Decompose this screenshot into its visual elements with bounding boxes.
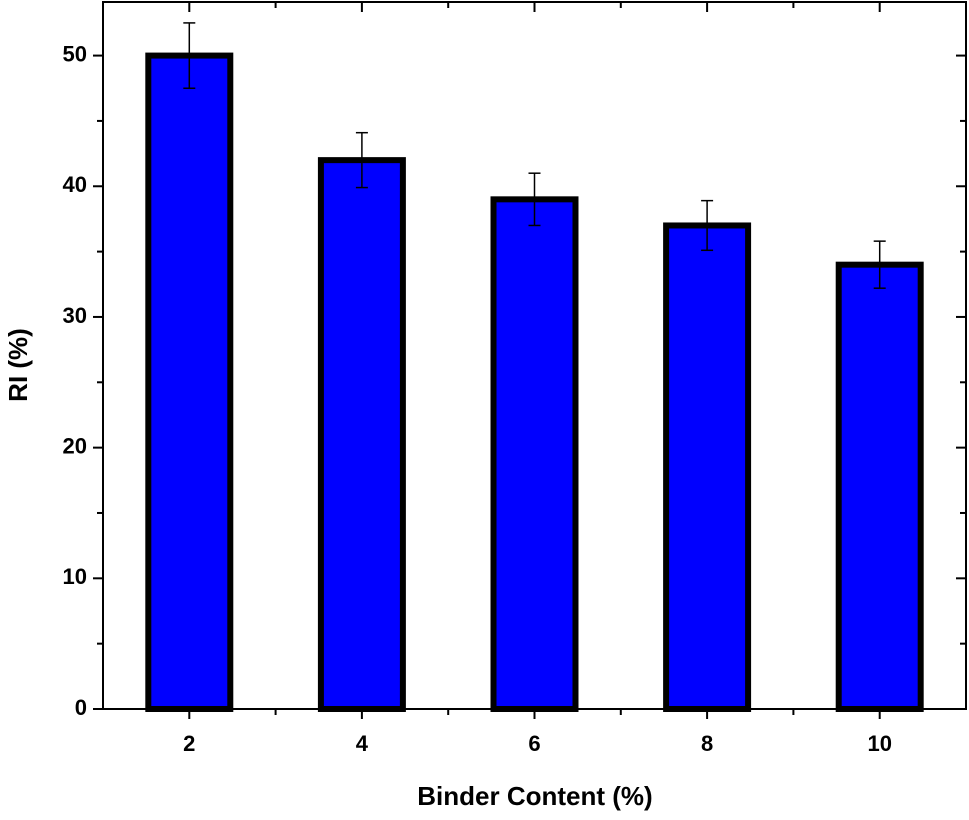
bar [317, 157, 406, 712]
x-tick-label: 10 [867, 731, 891, 756]
x-tick-label: 6 [528, 731, 540, 756]
x-axis-title: Binder Content (%) [417, 781, 652, 811]
y-tick-label: 30 [63, 303, 87, 328]
bar [145, 52, 234, 713]
y-tick-label: 20 [63, 433, 87, 458]
y-tick-label: 40 [63, 172, 87, 197]
bar [835, 261, 924, 712]
bar [490, 196, 579, 713]
x-tick-label: 2 [183, 731, 195, 756]
y-tick-label: 10 [63, 564, 87, 589]
x-tick-label: 4 [356, 731, 369, 756]
y-axis-title: RI (%) [3, 328, 33, 402]
bar [663, 222, 752, 712]
x-tick-label: 8 [701, 731, 713, 756]
y-tick-label: 0 [75, 695, 87, 720]
y-tick-label: 50 [63, 41, 87, 66]
